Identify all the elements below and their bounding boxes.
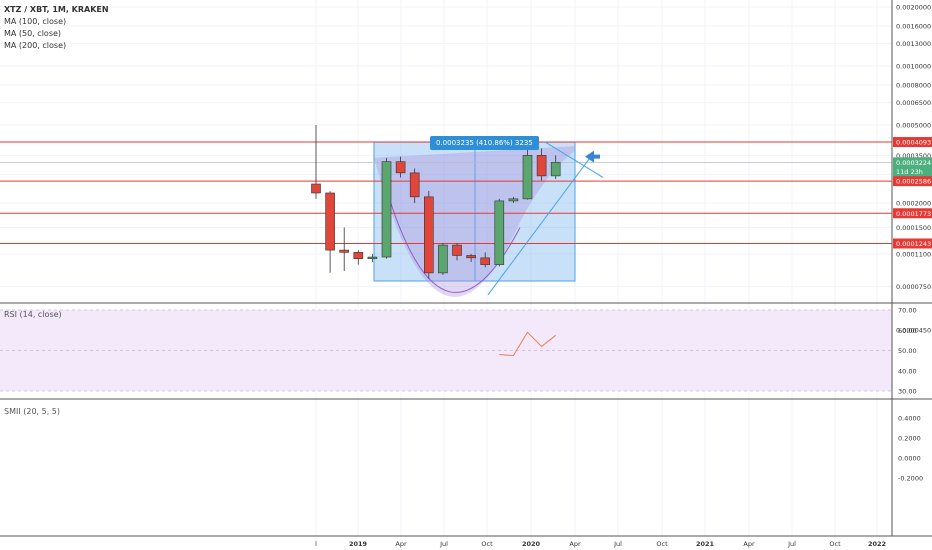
time-tick-label: Apr (569, 540, 581, 548)
symbol-legend[interactable]: XTZ / XBT, 1M, KRAKEN (4, 5, 109, 14)
price-tick-label: 0.0010000 (896, 63, 931, 71)
candle-body (508, 198, 519, 202)
time-tick-label: Jul (613, 540, 622, 548)
measure-label: 0.0003235 (410.86%) 3235 (430, 136, 539, 150)
ma-50-legend[interactable]: MA (50, close) (4, 29, 62, 38)
time-tick-label: Apr (395, 540, 407, 548)
price-tag-bg (893, 208, 932, 219)
falling-trendline (544, 141, 604, 178)
time-tick-label: Oct (481, 540, 493, 548)
candle-body (353, 252, 364, 259)
candle-body (311, 183, 321, 194)
time-tick-label: 2021 (696, 540, 715, 548)
price-tick-label: 0.0005000 (896, 122, 931, 130)
price-tag-label: 0.0003224 (896, 159, 931, 167)
candle-body (423, 196, 434, 274)
price-tick-label: 0.0001500 (896, 224, 931, 232)
rising-trendline (487, 157, 591, 296)
candle-body (339, 249, 350, 253)
price-tag-label: 0.0001243 (896, 240, 931, 248)
rsi-legend[interactable]: RSI (14, close) (4, 310, 62, 319)
price-tick-label: 0.0000750 (896, 283, 931, 291)
price-tick-label: 0.0000450 (896, 326, 931, 334)
candlesticks (311, 125, 561, 279)
candle-body (522, 155, 533, 200)
price-tick-label: 0.0016000 (896, 22, 931, 30)
rsi-tick-label: 50.00 (898, 347, 917, 355)
time-tick-label: Oct (829, 540, 841, 548)
price-tick-label: 0.0002000 (896, 200, 931, 208)
candle-body (494, 200, 505, 265)
candle-body (550, 162, 561, 177)
candle-body (536, 155, 547, 177)
candle-body (480, 257, 491, 265)
price-tick-label: 0.0006500 (896, 99, 931, 107)
time-tick-label: Apr (743, 540, 755, 548)
price-tick-label: 0.0008000 (896, 81, 931, 89)
price-tick-label: 0.0003500 (896, 152, 931, 160)
price-tag-bg (893, 166, 932, 177)
candle-body (367, 256, 378, 259)
candle-body (452, 244, 462, 256)
candle-body (395, 161, 406, 174)
rsi-line (499, 331, 557, 357)
rsi-tick-label: 30.00 (898, 388, 917, 396)
candle-body (325, 192, 335, 251)
price-tag-label: 11d 23h (896, 168, 923, 176)
price-tick-label: 0.0013000 (896, 40, 931, 48)
price-tag-bg (893, 137, 932, 148)
price-tag-label: 0.0001773 (896, 210, 931, 218)
rsi-tick-label: 40.00 (898, 367, 917, 375)
rsi-tick-label: 70.00 (898, 307, 917, 315)
price-tag-bg (893, 238, 932, 249)
ma-100-legend[interactable]: MA (100, close) (4, 17, 67, 26)
price-tag-bg (893, 176, 932, 187)
candle-body (409, 172, 420, 198)
time-tick-label: Oct (656, 540, 668, 548)
candle-body (438, 244, 448, 274)
price-tag-label: 0.0004093 (896, 139, 931, 147)
candle-body (381, 161, 392, 258)
ma-200-legend[interactable]: MA (200, close) (4, 41, 67, 50)
time-tick-label: 2019 (349, 540, 368, 548)
time-tick-label: 2022 (868, 540, 886, 548)
time-tick-label: Jul (439, 540, 448, 548)
price-tick-label: 0.0020000 (896, 4, 931, 12)
time-tick-label: l (315, 540, 317, 548)
time-tick-label: Jul (787, 540, 796, 548)
time-tick-label: 2020 (522, 540, 541, 548)
price-tag-bg (893, 157, 932, 168)
price-tick-label: 0.0001100 (896, 250, 931, 258)
smii-tick-label: 0.0000 (898, 455, 921, 463)
arrow-pointer (585, 150, 600, 163)
price-tag-label: 0.0002586 (896, 178, 931, 186)
smii-tick-label: -0.2000 (898, 475, 923, 483)
rsi-tick-label: 60.00 (898, 327, 917, 335)
smii-legend[interactable]: SMII (20, 5, 5) (4, 407, 61, 416)
smii-tick-label: 0.2000 (898, 435, 921, 443)
rsi-pane (0, 309, 892, 392)
grid-lines (0, 0, 892, 536)
smii-tick-label: 0.4000 (898, 415, 921, 423)
candle-body (466, 255, 476, 259)
symbol-title: XTZ / XBT, 1M, KRAKEN (4, 5, 109, 14)
trend-drawings[interactable] (487, 141, 604, 296)
